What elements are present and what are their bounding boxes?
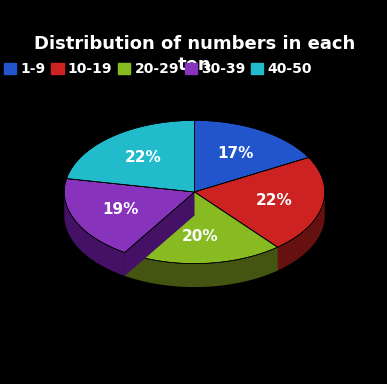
Polygon shape — [125, 247, 277, 287]
Polygon shape — [195, 192, 277, 271]
Text: 22%: 22% — [255, 193, 292, 208]
Polygon shape — [277, 192, 325, 271]
Polygon shape — [64, 179, 195, 252]
Polygon shape — [125, 192, 277, 264]
Title: Distribution of numbers in each
ten: Distribution of numbers in each ten — [34, 35, 355, 74]
Polygon shape — [195, 120, 308, 192]
Text: 19%: 19% — [102, 202, 139, 217]
Text: 17%: 17% — [217, 146, 254, 161]
Polygon shape — [125, 192, 195, 276]
Text: 20%: 20% — [181, 229, 218, 244]
Text: 22%: 22% — [125, 150, 161, 165]
Polygon shape — [67, 120, 195, 192]
Polygon shape — [125, 192, 195, 276]
Polygon shape — [195, 157, 325, 247]
Polygon shape — [195, 192, 277, 271]
Polygon shape — [64, 192, 125, 276]
Legend: 1-9, 10-19, 20-29, 30-39, 40-50: 1-9, 10-19, 20-29, 30-39, 40-50 — [1, 60, 315, 79]
